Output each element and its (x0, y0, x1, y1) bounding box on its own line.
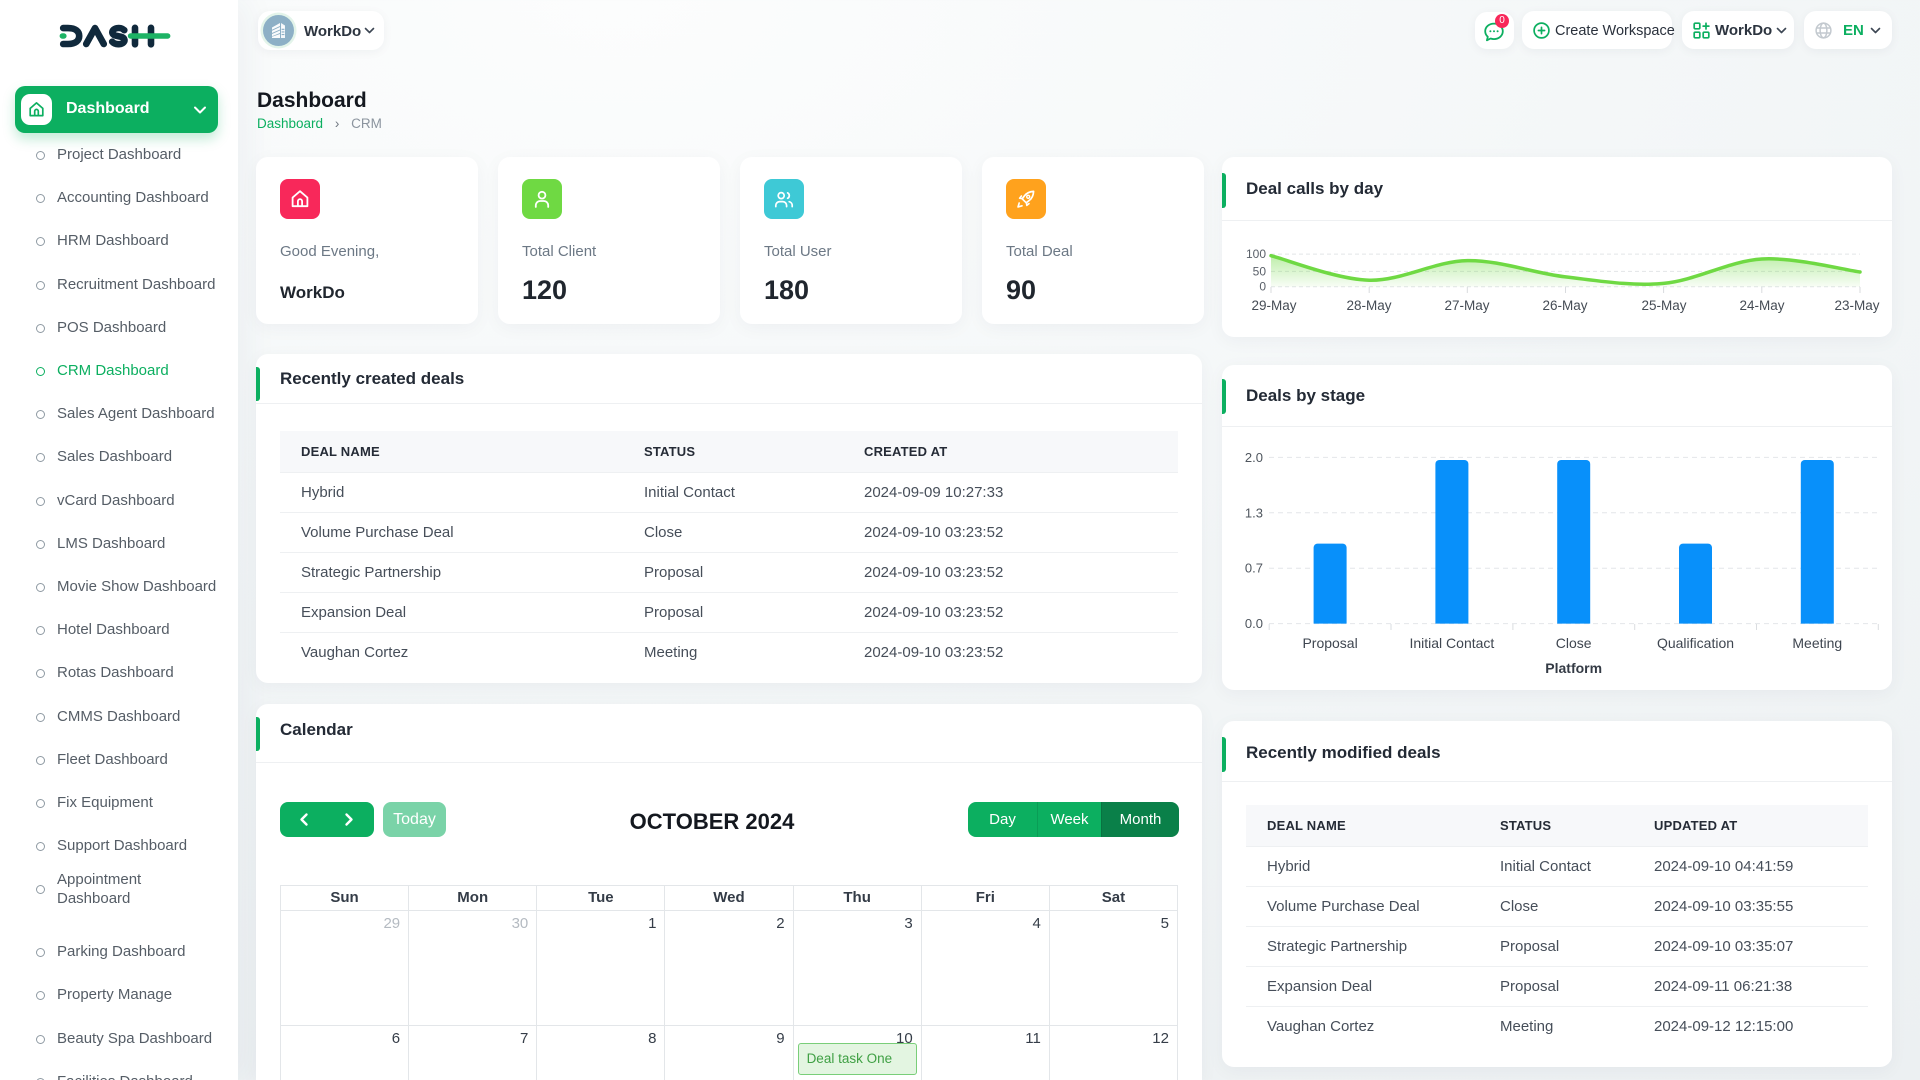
svg-text:Meeting: Meeting (1792, 635, 1842, 651)
svg-text:2.0: 2.0 (1245, 450, 1263, 465)
svg-text:26-May: 26-May (1542, 298, 1587, 313)
svg-text:24-May: 24-May (1739, 298, 1784, 313)
svg-text:Platform: Platform (1545, 660, 1602, 676)
svg-text:25-May: 25-May (1641, 298, 1686, 313)
svg-text:0: 0 (1259, 280, 1266, 294)
svg-text:28-May: 28-May (1346, 298, 1391, 313)
svg-text:27-May: 27-May (1444, 298, 1489, 313)
svg-text:50: 50 (1253, 264, 1267, 278)
svg-text:100: 100 (1246, 247, 1266, 261)
svg-text:23-May: 23-May (1834, 298, 1879, 313)
svg-text:Qualification: Qualification (1657, 635, 1734, 651)
svg-text:0.7: 0.7 (1245, 561, 1263, 576)
svg-text:Initial Contact: Initial Contact (1409, 635, 1494, 651)
svg-text:0.0: 0.0 (1245, 616, 1263, 631)
svg-text:29-May: 29-May (1251, 298, 1296, 313)
svg-text:Proposal: Proposal (1302, 635, 1357, 651)
svg-text:1.3: 1.3 (1245, 505, 1263, 520)
svg-text:Close: Close (1556, 635, 1592, 651)
